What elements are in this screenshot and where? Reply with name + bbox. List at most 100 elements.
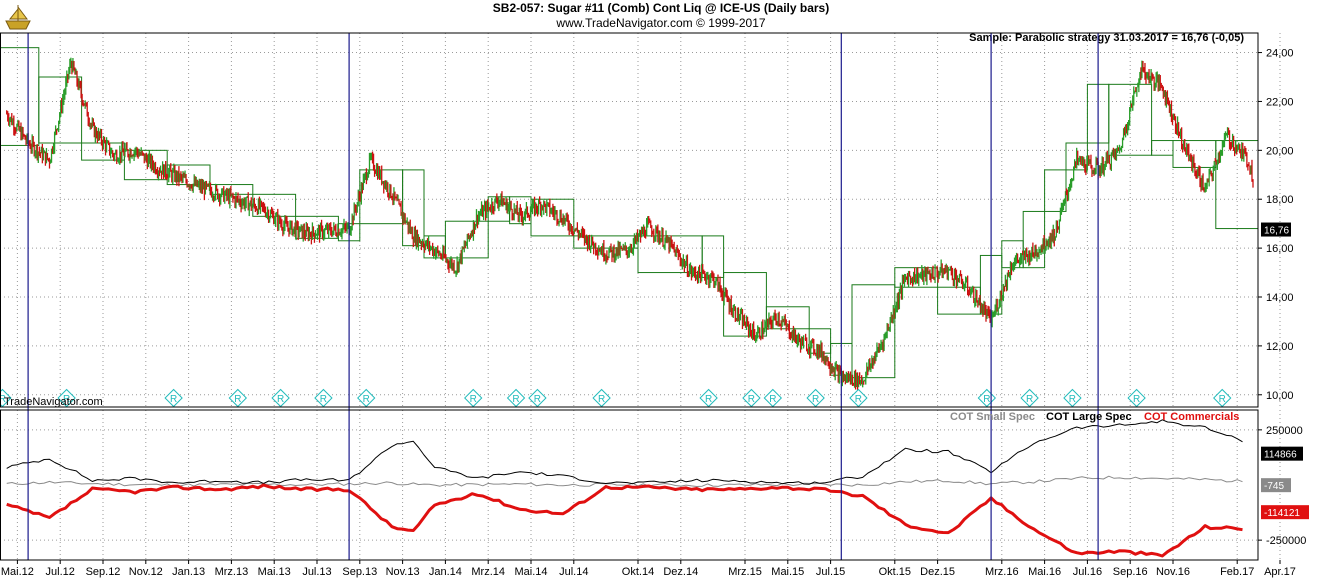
- chart-title: SB2-057: Sugar #11 (Comb) Cont Liq @ ICE…: [493, 1, 829, 15]
- r-marker-diamond: [699, 388, 718, 408]
- r-marker-letter: R: [1219, 394, 1226, 405]
- r-marker-letter: R: [1133, 394, 1140, 405]
- time-axis-label: Okt.14: [622, 566, 654, 578]
- monthly-range-box: [38, 76, 83, 144]
- r-marker: R: [1020, 388, 1039, 408]
- time-axis-label: Mai.12: [1, 566, 34, 578]
- r-marker-diamond: [592, 388, 611, 408]
- cot-series-line-0: [6, 475, 1243, 487]
- r-marker-diamond: [506, 388, 526, 408]
- time-axis-label: Okt.15: [879, 566, 911, 578]
- r-marker-letter: R: [470, 394, 477, 405]
- time-axis-label: Nov.16: [1156, 566, 1190, 578]
- time-axis-label: Dez.14: [663, 566, 698, 578]
- time-axis-label: Jul.14: [559, 566, 588, 578]
- vertical-lines: [27, 33, 1099, 560]
- r-marker-diamond: [271, 388, 290, 408]
- r-marker: R: [528, 388, 547, 408]
- time-axis-label: Jul.12: [46, 566, 75, 578]
- r-marker-letter: R: [748, 394, 755, 405]
- monthly-range-box: [444, 220, 489, 259]
- r-marker-letter: R: [1069, 394, 1076, 405]
- price-axis-label: 10,00: [1266, 390, 1294, 402]
- r-marker: R: [742, 388, 761, 408]
- watermark-text: TradeNavigator.com: [4, 396, 103, 408]
- r-marker: R: [271, 388, 290, 408]
- axes: 24,00 22,00 20,00 18,00 16,00 14,00 12,00 10,00…: [0, 32, 1309, 578]
- time-axis-label: Mrz.13: [215, 566, 249, 578]
- time-axis-label: Jul.16: [1073, 566, 1102, 578]
- time-axis-label: Mrz.16: [985, 566, 1019, 578]
- r-marker-letter: R: [320, 394, 327, 405]
- time-axis-label: Jul.15: [816, 566, 845, 578]
- cot-value-tag: [1261, 478, 1291, 493]
- r-marker-letter: R: [63, 394, 70, 405]
- r-marker: R: [592, 388, 611, 408]
- cot-axis-label: -250000: [1266, 535, 1306, 547]
- time-axis-label: Apr.17: [1264, 566, 1296, 578]
- cot-lines: [6, 419, 1243, 558]
- cot-value-label: 114866: [1264, 450, 1297, 461]
- r-marker-letter: R: [598, 394, 605, 405]
- r-marker: R: [1063, 388, 1082, 408]
- price-panel-frame: [0, 32, 1259, 408]
- time-axis-label: Mai.14: [514, 566, 547, 578]
- r-marker-letter: R: [363, 394, 370, 405]
- cot-panel-frame: [0, 409, 1259, 561]
- r-marker-diamond: [528, 388, 547, 408]
- cot-series-line-2: [6, 483, 1243, 558]
- r-marker: R: [699, 388, 718, 408]
- monthly-range-box: [851, 284, 896, 379]
- price-bars: [6, 57, 1254, 390]
- r-marker: R: [464, 388, 483, 408]
- r-marker: R: [506, 388, 526, 408]
- sample-strategy-label: Sample: Parabolic strategy 31.03.2017 = …: [969, 32, 1244, 44]
- r-marker-diamond: [1020, 388, 1039, 408]
- price-axis-label: 18,00: [1266, 194, 1294, 206]
- r-marker-diamond: [1213, 388, 1232, 408]
- r-marker-diamond: [806, 388, 825, 408]
- time-axis-label: Dez.15: [920, 566, 955, 578]
- r-marker-letter: R: [512, 394, 519, 405]
- time-axis-label: Sep.12: [86, 566, 121, 578]
- r-marker-diamond: [464, 388, 483, 408]
- r-marker-diamond: [357, 388, 376, 408]
- time-axis-label: Sep.16: [1113, 566, 1148, 578]
- time-axis-label: Jul.13: [302, 566, 331, 578]
- r-marker-diamond: [164, 388, 183, 408]
- r-marker: R: [0, 388, 12, 408]
- time-axis-label: Mai.13: [258, 566, 291, 578]
- r-marker-diamond: [57, 388, 76, 408]
- r-marker-letter: R: [812, 394, 819, 405]
- price-axis-label: 12,00: [1266, 341, 1294, 353]
- r-marker-diamond: [1127, 388, 1146, 408]
- r-marker: R: [763, 388, 783, 408]
- r-marker: R: [57, 388, 76, 408]
- time-axis-label: Mrz.14: [471, 566, 505, 578]
- monthly-range-box: [1108, 83, 1153, 156]
- cot-legend: COT Small Spec COT Large Spec COT Commer…: [950, 411, 1239, 423]
- r-marker-letter: R: [855, 394, 862, 405]
- r-marker: R: [1213, 388, 1232, 408]
- r-marker-letter: R: [534, 394, 541, 405]
- r-marker: R: [849, 388, 868, 408]
- r-marker-letter: R: [769, 394, 776, 405]
- r-marker-diamond: [314, 388, 333, 408]
- r-marker-diamond: [763, 388, 783, 408]
- r-marker-diamond: [0, 388, 12, 408]
- legend-cot-small-spec: COT Small Spec: [950, 411, 1035, 423]
- r-marker-diamond: [1063, 388, 1082, 408]
- r-marker-letter: R: [234, 394, 241, 405]
- price-axis-label: 14,00: [1266, 292, 1294, 304]
- cot-value-tag: [1261, 505, 1309, 520]
- r-marker-letter: R: [277, 394, 284, 405]
- monthly-range-box: [530, 198, 575, 237]
- time-axis-label: Feb.17: [1220, 566, 1254, 578]
- r-marker-diamond: [849, 388, 868, 408]
- time-axis-label: Mai.16: [1028, 566, 1061, 578]
- legend-cot-large-spec: COT Large Spec: [1046, 411, 1132, 423]
- last-price-value: 16,76: [1264, 226, 1289, 237]
- time-axis-label: Nov.12: [129, 566, 163, 578]
